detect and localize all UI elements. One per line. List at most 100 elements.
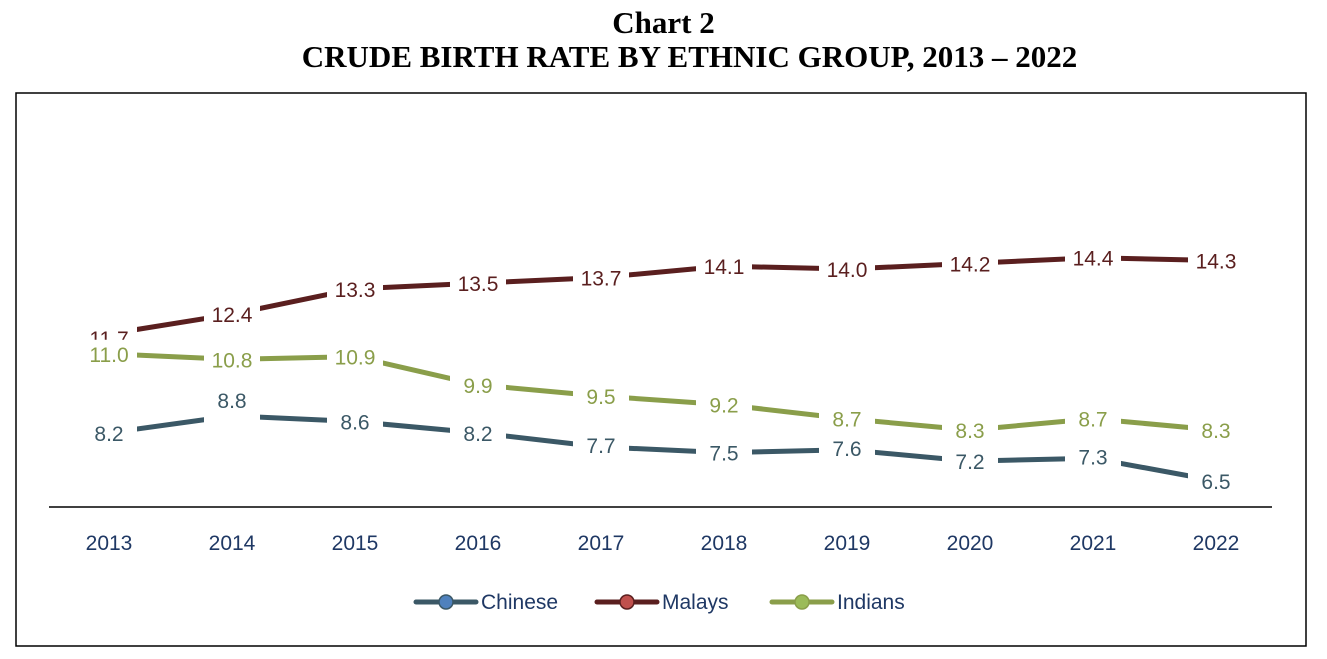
data-point-malays-2016: 13.5 [450, 269, 506, 298]
data-point-indians-2016: 9.9 [450, 370, 506, 399]
legend-item-chinese: Chinese [413, 591, 558, 614]
data-point-chinese-2019: 7.6 [819, 435, 875, 464]
data-label-indians-2022: 8.3 [1201, 420, 1230, 443]
series-line-indians [106, 351, 1219, 433]
data-label-bg [573, 382, 629, 411]
data-label-bg [696, 252, 752, 281]
data-label-bg [696, 390, 752, 419]
data-point-indians-2018: 9.2 [696, 390, 752, 419]
data-label-indians-2014: 10.8 [212, 349, 253, 372]
data-label-malays-2021: 14.4 [1073, 248, 1114, 271]
data-label-indians-2019: 8.7 [832, 409, 861, 432]
data-label-bg [573, 432, 629, 461]
x-tick-label-2021: 2021 [1070, 532, 1117, 555]
legend-label-indians: Indians [837, 591, 905, 614]
data-label-chinese-2020: 7.2 [955, 451, 984, 474]
legend-marker-indians [794, 594, 810, 610]
data-label-malays-2017: 13.7 [581, 267, 622, 290]
data-label-indians-2015: 10.9 [335, 347, 376, 370]
series-chinese: 8.2 8.8 8.6 8.2 7.7 7.5 7.6 7.2 7.3 6.5 [81, 390, 1244, 495]
legend-marker-chinese [438, 594, 454, 610]
x-tick-label-2019: 2019 [824, 532, 871, 555]
data-point-chinese-2018: 7.5 [696, 438, 752, 467]
data-label-chinese-2013: 8.2 [94, 423, 123, 446]
data-label-chinese-2018: 7.5 [709, 443, 738, 466]
data-label-bg [81, 418, 137, 447]
data-label-malays-2018: 14.1 [704, 256, 745, 279]
data-label-chinese-2022: 6.5 [1201, 471, 1230, 494]
data-label-bg [204, 300, 260, 329]
data-point-malays-2017: 13.7 [573, 263, 629, 292]
data-point-chinese-2020: 7.2 [942, 447, 998, 476]
data-point-malays-2022: 14.3 [1188, 246, 1244, 275]
data-point-malays-2019: 14.0 [819, 255, 875, 283]
data-label-bg [942, 249, 998, 278]
data-label-bg [942, 447, 998, 476]
x-tick-label-2013: 2013 [86, 532, 133, 555]
data-label-malays-2014: 12.4 [212, 304, 253, 327]
data-label-bg [81, 339, 137, 368]
legend-item-indians: Indians [769, 591, 905, 614]
data-point-chinese-2013: 8.2 [81, 418, 137, 447]
data-point-chinese-2016: 8.2 [450, 418, 506, 447]
data-label-bg [450, 269, 506, 298]
legend-label-malays: Malays [662, 591, 729, 614]
data-point-indians-2017: 9.5 [573, 382, 629, 411]
x-axis-ticks: 2013 2014 2015 2016 2017 2018 2019 2020 2021 2022 [86, 532, 1240, 555]
data-label-chinese-2021: 7.3 [1078, 446, 1107, 469]
data-point-indians-2019: 8.7 [819, 404, 875, 433]
data-point-indians-2021: 8.7 [1065, 404, 1121, 433]
x-tick-label-2016: 2016 [455, 532, 502, 555]
legend-item-malays: Malays [594, 591, 729, 614]
data-label-bg [1065, 444, 1121, 473]
x-tick-label-2014: 2014 [209, 532, 256, 555]
data-label-bg [696, 438, 752, 467]
x-tick-label-2018: 2018 [701, 532, 748, 555]
series-layer: 8.28.88.6 8.27.7 7.5 7.67.2 7.36.511.712.413… [81, 243, 1244, 495]
data-point-chinese-2022: 6.5 [1188, 466, 1244, 495]
x-tick-label-2022: 2022 [1193, 532, 1240, 555]
data-label-bg [204, 401, 260, 430]
x-tick-label-2015: 2015 [332, 532, 379, 555]
data-label-chinese-2015: 8.6 [340, 412, 369, 435]
data-label-indians-2021: 8.7 [1078, 409, 1107, 432]
data-label-indians-2020: 8.3 [955, 420, 984, 443]
series-malays: 11.712.413.3 13.5 13.7 14.1 14.0 14.2 14.4 14.3 [81, 243, 1244, 351]
data-label-bg [450, 418, 506, 447]
data-point-chinese-2015: 8.6 [327, 407, 383, 436]
data-label-malays-2015: 13.3 [335, 279, 376, 302]
chart-subtitle: CRUDE BIRTH RATE BY ETHNIC GROUP, 2013 –… [301, 39, 1078, 74]
data-label-bg [942, 416, 998, 445]
data-label-bg [450, 370, 506, 399]
data-point-chinese-2014: 8.8 [204, 390, 260, 430]
data-label-bg [819, 435, 875, 464]
data-label-chinese-2017: 7.7 [586, 435, 615, 458]
data-label-chinese-2016: 8.2 [463, 423, 492, 446]
data-label-bg [1065, 404, 1121, 433]
data-label-bg [327, 274, 383, 303]
data-label-chinese-2019: 7.6 [832, 438, 861, 461]
data-point-indians-2020: 8.3 [942, 416, 998, 445]
data-label-bg [1188, 246, 1244, 275]
data-point-chinese-2021: 7.3 [1065, 444, 1121, 473]
data-label-bg [1188, 466, 1244, 495]
chart-title-block: Chart 2 CRUDE BIRTH RATE BY ETHNIC GROUP… [0, 6, 1327, 74]
legend-marker-malays [619, 594, 635, 610]
data-point-indians-2022: 8.3 [1188, 416, 1244, 445]
series-indians: 11.0 10.8 10.9 9.9 9.5 9.2 8.7 8.3 8.7 8.3 [81, 339, 1244, 445]
data-label-indians-2018: 9.2 [709, 395, 738, 418]
data-point-chinese-2017: 7.7 [573, 432, 629, 461]
data-label-bg [1188, 416, 1244, 445]
data-label-bg [204, 345, 260, 374]
chart-frame [15, 92, 1307, 647]
data-point-malays-2018: 14.1 [696, 252, 752, 281]
data-label-bg [1065, 243, 1121, 272]
data-point-indians-2014: 10.8 [204, 345, 260, 374]
data-label-malays-2020: 14.2 [950, 253, 991, 276]
x-tick-label-2020: 2020 [947, 532, 994, 555]
data-point-malays-2020: 14.2 [942, 249, 998, 278]
x-tick-label-2017: 2017 [578, 532, 625, 555]
chart-title: Chart 2 [612, 5, 715, 40]
data-label-indians-2016: 9.9 [463, 375, 492, 398]
data-label-malays-2022: 14.3 [1196, 251, 1237, 274]
